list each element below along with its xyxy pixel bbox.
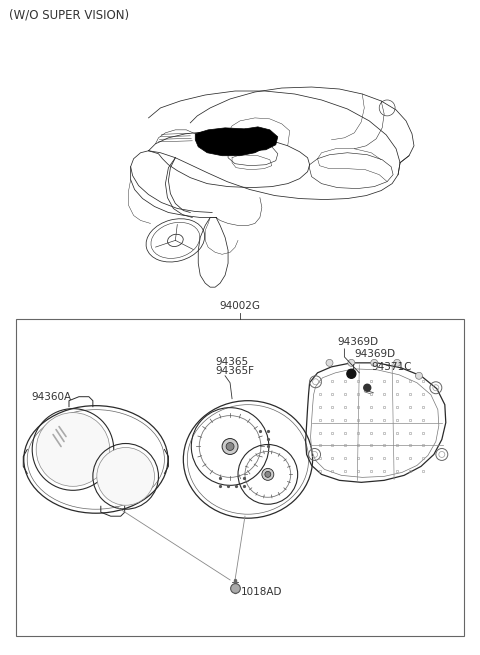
Circle shape	[394, 360, 401, 366]
Text: (W/O SUPER VISION): (W/O SUPER VISION)	[9, 9, 130, 22]
Bar	[16, 319, 464, 636]
Circle shape	[222, 439, 238, 455]
Text: 94002G: 94002G	[219, 301, 261, 311]
Text: 94369D: 94369D	[354, 349, 396, 359]
Circle shape	[226, 443, 234, 451]
Ellipse shape	[97, 447, 155, 505]
Circle shape	[348, 360, 355, 366]
Circle shape	[347, 369, 356, 379]
Text: 94365: 94365	[215, 357, 248, 367]
Circle shape	[416, 372, 422, 379]
Circle shape	[371, 360, 378, 366]
Circle shape	[326, 360, 333, 366]
Polygon shape	[238, 127, 278, 151]
Text: 94371C: 94371C	[371, 362, 412, 372]
Text: 1018AD: 1018AD	[241, 587, 283, 597]
Text: 94365F: 94365F	[215, 365, 254, 376]
Text: 94369D: 94369D	[337, 337, 379, 347]
Circle shape	[265, 472, 271, 477]
Circle shape	[262, 468, 274, 480]
Polygon shape	[195, 128, 268, 156]
Circle shape	[364, 384, 371, 391]
Text: 94360A: 94360A	[31, 392, 72, 402]
Ellipse shape	[36, 413, 110, 486]
